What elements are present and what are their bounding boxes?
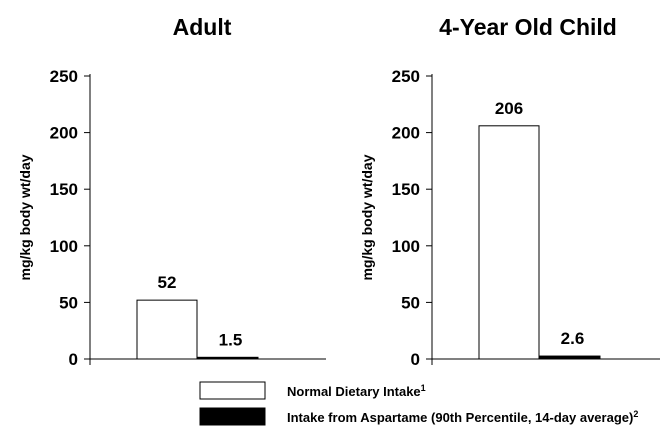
adult-bar-value-label-normal: 52 [158,273,177,292]
child-y-axis-label: mg/kg body wt/day [359,154,375,280]
adult-y-tick-label-200: 200 [50,124,78,143]
adult-bar-value-label-aspartame: 1.5 [219,330,243,349]
adult-bar-aspartame-intake [196,356,259,360]
child-y-tick-label-0: 0 [411,350,420,369]
child-y-tick-label-200: 200 [392,124,420,143]
legend-label-aspartame-intake: Intake from Aspartame (90th Percentile, … [287,409,638,425]
legend-swatch-aspartame-intake [199,407,266,426]
child-y-tick-label-250: 250 [392,67,420,86]
child-bar-normal-dietary-intake [478,125,540,360]
adult-y-tick-label-0: 0 [69,350,78,369]
adult-y-tick-label-150: 150 [50,180,78,199]
legend-label-normal-dietary-intake: Normal Dietary Intake1 [287,383,426,399]
child-bar-aspartame-intake [538,355,601,360]
child-bar-value-label-aspartame: 2.6 [561,329,585,348]
adult-bar-normal-dietary-intake [136,299,198,360]
adult-y-axis-label: mg/kg body wt/day [17,154,33,280]
child-chart-title: 4-Year Old Child [439,14,617,40]
child-bar-value-label-normal: 206 [495,99,523,118]
child-y-tick-label-100: 100 [392,237,420,256]
child-y-tick-label-50: 50 [401,293,420,312]
adult-y-tick-label-250: 250 [50,67,78,86]
adult-y-tick-label-50: 50 [59,293,78,312]
adult-y-tick-label-100: 100 [50,237,78,256]
adult-chart-title: Adult [173,14,232,40]
legend-swatch-normal-dietary-intake [199,381,266,400]
child-y-tick-label-150: 150 [392,180,420,199]
